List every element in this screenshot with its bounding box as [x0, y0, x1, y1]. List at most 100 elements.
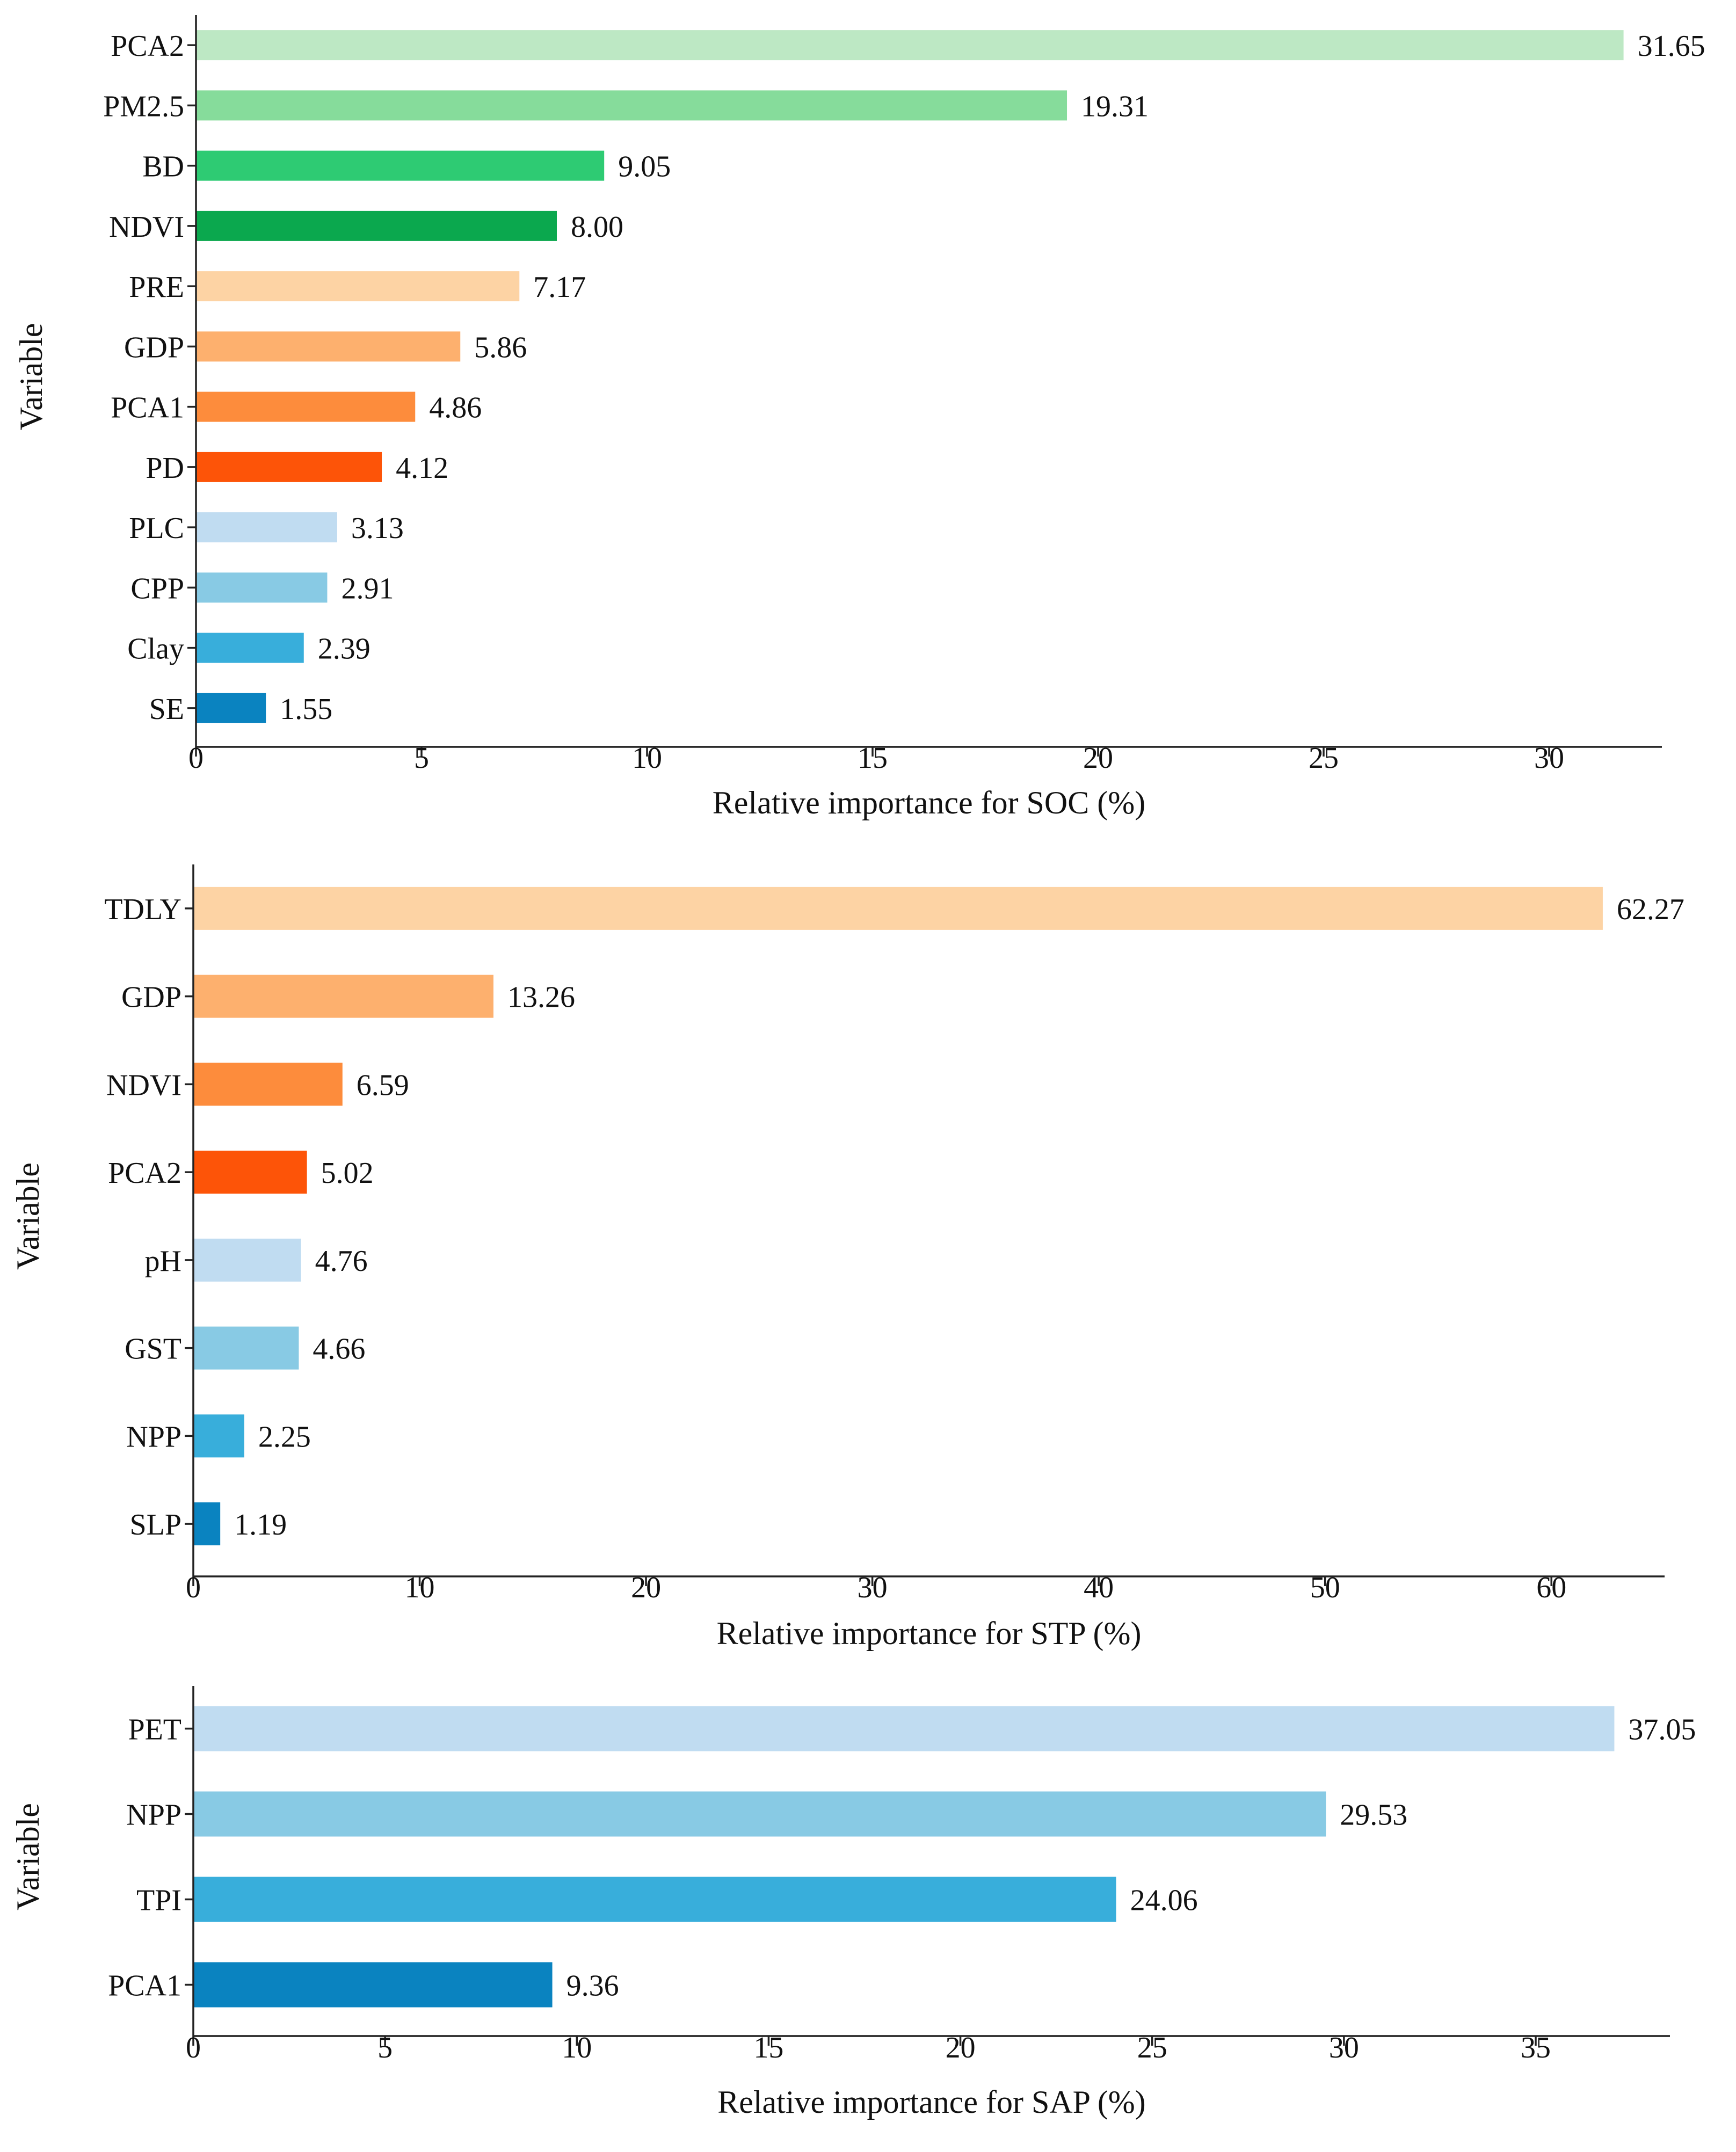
x-axis-title: Relative importance for SOC (%): [713, 785, 1145, 820]
value-label-bd: 9.05: [618, 150, 671, 184]
value-label-gdp: 5.86: [474, 331, 527, 364]
bar-gdp: [196, 331, 461, 362]
category-label-clay: Clay: [127, 632, 184, 666]
value-label-gdp: 13.26: [507, 981, 575, 1014]
category-label-gdp: GDP: [121, 981, 181, 1014]
bar-clay: [196, 632, 304, 663]
soc-importance-panel: 31.65 19.31 9.05 8.00 7.175.86 4.86 4.12 3.13 2.…: [13, 15, 1705, 820]
bar-tdly: [193, 886, 1603, 930]
y-axis-title: Variable: [10, 1803, 46, 1910]
x-tick-label: 30: [1329, 2031, 1359, 2064]
category-label-plc: PLC: [129, 512, 184, 545]
bar-npp: [193, 1414, 244, 1458]
category-label-ndvi: NDVI: [109, 210, 184, 244]
category-label-pca1: PCA1: [111, 391, 184, 425]
category-label-cpp: CPP: [130, 572, 184, 605]
bar-gdp: [193, 975, 493, 1018]
value-label-se: 1.55: [280, 693, 332, 726]
x-axis-title: Relative importance for STP (%): [717, 1616, 1142, 1651]
x-tick-label: 25: [1137, 2031, 1167, 2064]
x-tick-label: 5: [414, 741, 429, 775]
bar-tpi: [193, 1877, 1116, 1922]
value-label-npp: 29.53: [1340, 1799, 1407, 1832]
bar-cpp: [196, 572, 328, 603]
category-label-tpi: TPI: [136, 1884, 181, 1917]
category-label-bd: BD: [142, 150, 184, 184]
value-label-cpp: 2.91: [341, 572, 394, 605]
value-label-pca1: 9.36: [566, 1969, 619, 2003]
category-label-ph: pH: [145, 1245, 181, 1278]
value-label-pre: 7.17: [533, 271, 586, 304]
value-label-slp: 1.19: [234, 1508, 287, 1542]
bar-pet: [193, 1706, 1615, 1751]
category-label-npp: NPP: [126, 1420, 181, 1453]
x-tick-label: 5: [377, 2031, 393, 2064]
x-tick-label: 0: [186, 1571, 201, 1604]
bar-ndvi: [196, 210, 557, 241]
value-label-pca1: 4.86: [429, 391, 482, 425]
value-label-ph: 4.76: [315, 1245, 368, 1278]
x-tick-label: 0: [188, 741, 204, 775]
value-label-pet: 37.05: [1628, 1713, 1696, 1747]
category-label-slp: SLP: [130, 1508, 182, 1542]
x-tick-label: 10: [562, 2031, 592, 2064]
value-label-ndvi: 8.00: [571, 210, 623, 244]
x-tick-label: 10: [405, 1571, 435, 1604]
bar-pd: [196, 452, 382, 482]
category-label-gst: GST: [125, 1333, 181, 1366]
x-tick-label: 0: [186, 2031, 201, 2064]
value-label-pm2-5: 19.31: [1081, 90, 1149, 123]
x-tick-label: 60: [1536, 1571, 1566, 1604]
y-axis-title: Variable: [10, 1162, 46, 1270]
bar-ph: [193, 1238, 301, 1282]
value-label-pca2: 31.65: [1638, 30, 1705, 63]
category-label-ndvi: NDVI: [106, 1068, 181, 1102]
bar-se: [196, 693, 266, 723]
x-tick-label: 15: [753, 2031, 783, 2064]
bar-plc: [196, 512, 337, 543]
bar-npp: [193, 1791, 1326, 1837]
bar-ndvi: [193, 1063, 343, 1106]
bar-pca2: [193, 1151, 307, 1194]
x-tick-label: 40: [1084, 1571, 1114, 1604]
x-tick-label: 30: [1534, 741, 1564, 775]
value-label-tpi: 24.06: [1130, 1884, 1198, 1917]
bar-slp: [193, 1502, 221, 1546]
bar-pca2: [196, 30, 1624, 61]
category-label-se: SE: [149, 693, 184, 726]
value-label-clay: 2.39: [318, 632, 371, 666]
category-label-pca2: PCA2: [108, 1157, 181, 1190]
value-label-ndvi: 6.59: [357, 1068, 409, 1102]
value-label-pd: 4.12: [396, 452, 448, 485]
category-label-pca1: PCA1: [108, 1969, 181, 2003]
x-tick-label: 20: [631, 1571, 661, 1604]
bar-bd: [196, 150, 605, 181]
x-tick-label: 20: [1083, 741, 1113, 775]
value-label-plc: 3.13: [351, 512, 404, 545]
value-label-gst: 4.66: [313, 1333, 365, 1366]
x-tick-label: 30: [858, 1571, 888, 1604]
bar-pca1: [193, 1962, 553, 2008]
x-tick-label: 15: [858, 741, 888, 775]
x-tick-label: 25: [1309, 741, 1339, 775]
value-label-pca2: 5.02: [321, 1157, 374, 1190]
bar-gst: [193, 1326, 299, 1370]
category-label-pre: PRE: [129, 271, 184, 304]
category-label-npp: NPP: [126, 1799, 181, 1832]
bar-pre: [196, 271, 520, 302]
bar-pca1: [196, 391, 416, 422]
value-label-npp: 2.25: [258, 1420, 311, 1453]
y-axis-title: Variable: [13, 323, 49, 431]
stp-importance-panel: 62.27 13.26 6.59 5.02 4.76 4.66 2.25 1.19 TDLY GD…: [10, 864, 1684, 1651]
category-label-pca2: PCA2: [111, 30, 184, 63]
x-tick-label: 35: [1521, 2031, 1551, 2064]
category-label-tdly: TDLY: [104, 893, 181, 926]
category-label-pm2-5: PM2.5: [103, 90, 184, 123]
x-tick-label: 20: [946, 2031, 976, 2064]
x-tick-label: 10: [632, 741, 662, 775]
category-label-pet: PET: [128, 1713, 181, 1747]
category-label-gdp: GDP: [124, 331, 184, 364]
category-label-pd: PD: [146, 452, 184, 485]
